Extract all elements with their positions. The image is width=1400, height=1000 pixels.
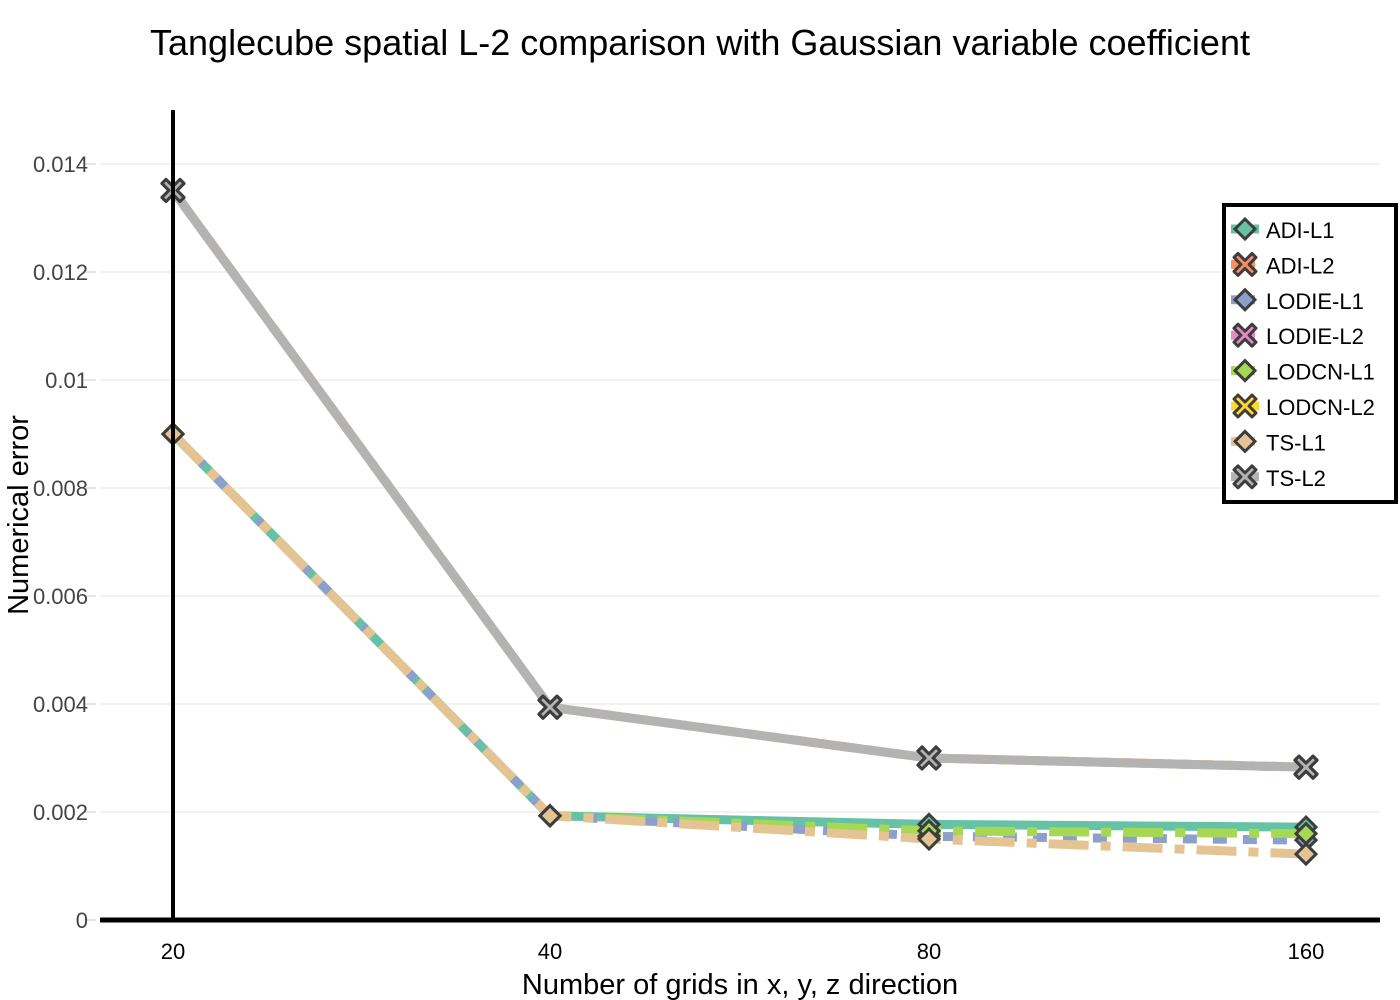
series-line-lodie-l1: [169, 430, 1307, 845]
legend-item-ts-l2[interactable]: TS-L2: [1231, 464, 1326, 491]
y-tick-label: 0.002: [33, 800, 88, 825]
legend-marker: [1232, 464, 1258, 490]
data-point-ts-l2: [537, 694, 563, 720]
legend-label: LODIE-L1: [1266, 289, 1364, 314]
legend-marker: [1232, 287, 1258, 312]
legend[interactable]: ADI-L1 ADI-L2 LODIE-L1 LODIE-L2 LODCN-L1 LODC…: [1222, 203, 1398, 504]
y-tick-label: 0.006: [33, 584, 88, 609]
series-line-lodcn-l1: [169, 430, 1307, 839]
legend-marker: [1232, 429, 1258, 454]
y-tick-label: 0.012: [33, 260, 88, 285]
series-line-adi-l1: [169, 430, 1307, 832]
gridlines: [100, 163, 1380, 813]
series-markers: [160, 177, 1319, 867]
legend-label: TS-L1: [1266, 430, 1326, 455]
legend-marker: [1232, 322, 1258, 348]
legend-item-lodcn-l1[interactable]: LODCN-L1: [1231, 358, 1375, 385]
x-axis-title: Number of grids in x, y, z direction: [522, 969, 958, 1000]
y-tick-label: 0.014: [33, 152, 88, 177]
y-tick-label: 0: [76, 908, 88, 933]
legend-label: TS-L2: [1266, 466, 1326, 491]
data-point-ts-l1: [537, 803, 563, 828]
y-axis-title: Numerical error: [3, 415, 35, 615]
series-line-lodie-l2: [169, 187, 1307, 772]
x-tick-label: 20: [161, 939, 185, 964]
data-point-ts-l1: [1293, 841, 1319, 867]
series-lines: [169, 187, 1307, 859]
y-tick-label: 0.008: [33, 476, 88, 501]
legend-box: [1222, 203, 1398, 504]
y-tick-label: 0.004: [33, 692, 88, 717]
legend-item-lodie-l2[interactable]: LODIE-L2: [1231, 322, 1364, 349]
data-point-ts-l2: [916, 745, 942, 771]
legend-item-ts-l1[interactable]: TS-L1: [1231, 429, 1326, 455]
data-point-ts-l2: [1293, 754, 1319, 780]
data-point-ts-l1: [916, 826, 942, 852]
legend-label: LODIE-L2: [1266, 324, 1364, 349]
legend-label: ADI-L2: [1266, 253, 1334, 278]
legend-label: LODCN-L2: [1266, 395, 1375, 420]
y-tick-label: 0.01: [45, 368, 88, 393]
series-line-lodcn-l2: [169, 187, 1307, 772]
legend-label: LODCN-L1: [1266, 360, 1375, 385]
legend-item-lodcn-l2[interactable]: LODCN-L2: [1231, 393, 1375, 420]
legend-marker: [1232, 216, 1258, 242]
x-tick-label: 160: [1288, 939, 1325, 964]
x-tick-labels: 20 40 80 160: [161, 939, 1325, 964]
series-line-adi-l2: [169, 187, 1307, 772]
series-line-ts-l2: [169, 187, 1307, 772]
legend-item-lodie-l1[interactable]: LODIE-L1: [1231, 287, 1364, 314]
legend-label: ADI-L1: [1266, 218, 1334, 243]
x-tick-label: 80: [917, 939, 941, 964]
x-tick-label: 40: [538, 939, 562, 964]
legend-marker: [1232, 358, 1258, 383]
legend-item-adi-l2[interactable]: ADI-L2: [1231, 251, 1334, 278]
y-tick-labels: 0 0.002 0.004 0.006 0.008 0.01 0.012 0.014: [33, 152, 96, 933]
legend-marker: [1232, 251, 1258, 277]
series-line-ts-l1: [169, 430, 1307, 859]
chart-title: Tanglecube spatial L-2 comparison with G…: [150, 22, 1250, 63]
legend-marker: [1232, 393, 1258, 419]
legend-item-adi-l1[interactable]: ADI-L1: [1231, 216, 1334, 243]
